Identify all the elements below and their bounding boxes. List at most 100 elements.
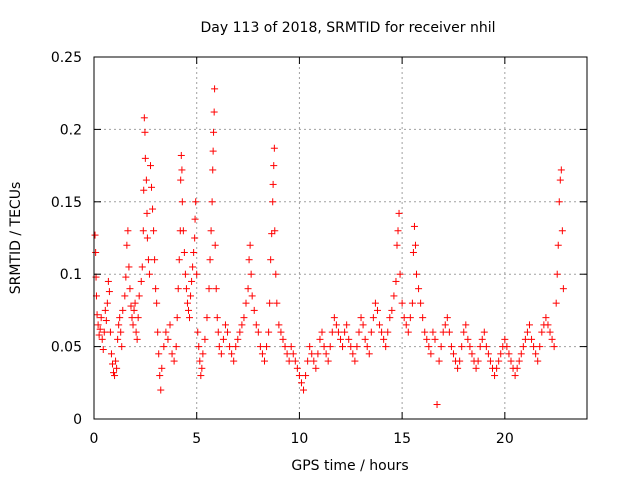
data-point xyxy=(143,234,151,242)
data-point xyxy=(341,328,349,336)
data-point xyxy=(530,343,538,351)
data-point xyxy=(371,299,379,307)
data-point xyxy=(525,321,533,329)
data-point xyxy=(275,321,283,329)
data-point xyxy=(388,306,396,314)
data-point xyxy=(355,328,363,336)
data-point xyxy=(219,335,227,343)
data-point xyxy=(322,350,330,358)
data-point xyxy=(464,335,472,343)
data-point xyxy=(310,357,318,365)
data-point xyxy=(248,292,256,300)
data-point xyxy=(187,292,195,300)
data-point xyxy=(556,176,564,184)
data-point xyxy=(472,364,480,372)
data-point xyxy=(466,343,474,351)
data-point xyxy=(99,345,107,353)
data-point xyxy=(339,343,347,351)
data-point xyxy=(558,227,566,235)
data-point xyxy=(199,350,207,358)
x-tick-label: 5 xyxy=(192,431,201,447)
data-point xyxy=(511,372,519,380)
data-point xyxy=(178,166,186,174)
data-point xyxy=(189,263,197,271)
data-point xyxy=(439,328,447,336)
data-point xyxy=(254,328,262,336)
data-point xyxy=(328,328,336,336)
data-point xyxy=(130,306,138,314)
data-point xyxy=(532,350,540,358)
axis-ticks: 0 0.05 0.1 0.15 0.2 0.25 0 5 10 15 20 xyxy=(51,50,587,447)
data-point xyxy=(369,314,377,322)
data-point xyxy=(270,144,278,152)
data-point xyxy=(188,277,196,285)
data-point xyxy=(107,350,115,358)
data-point xyxy=(252,321,260,329)
data-point xyxy=(112,357,120,365)
data-point xyxy=(447,343,455,351)
data-point xyxy=(421,328,429,336)
data-point xyxy=(458,343,466,351)
y-axis-label: SRMTID / TECUs xyxy=(8,182,24,295)
data-point xyxy=(393,241,401,249)
data-point xyxy=(138,263,146,271)
data-point xyxy=(238,321,246,329)
data-point xyxy=(133,335,141,343)
data-point xyxy=(143,209,151,217)
data-point xyxy=(230,357,238,365)
data-point xyxy=(234,335,242,343)
data-point xyxy=(178,198,186,206)
data-point xyxy=(515,357,523,365)
data-point xyxy=(557,166,565,174)
data-point xyxy=(125,263,133,271)
data-point xyxy=(103,299,111,307)
data-point xyxy=(247,270,255,278)
data-point xyxy=(542,314,550,322)
data-point xyxy=(245,256,253,264)
data-point xyxy=(119,306,127,314)
data-point xyxy=(210,128,218,136)
data-point xyxy=(359,321,367,329)
data-point xyxy=(246,241,254,249)
data-point xyxy=(269,198,277,206)
data-point xyxy=(186,314,194,322)
data-point xyxy=(503,343,511,351)
data-point xyxy=(95,331,103,339)
data-point xyxy=(314,350,322,358)
data-point xyxy=(244,285,252,293)
data-point xyxy=(300,386,308,394)
data-point xyxy=(351,357,359,365)
data-point xyxy=(361,335,369,343)
data-point xyxy=(106,328,114,336)
data-point xyxy=(345,335,353,343)
data-point xyxy=(141,128,149,136)
data-point xyxy=(443,314,451,322)
data-point xyxy=(164,335,172,343)
data-point xyxy=(117,328,125,336)
data-point xyxy=(437,343,445,351)
data-point xyxy=(110,369,118,377)
data-point xyxy=(378,328,386,336)
data-point xyxy=(435,357,443,365)
data-point xyxy=(460,328,468,336)
data-point xyxy=(394,227,402,235)
data-point xyxy=(127,302,135,310)
data-point xyxy=(215,343,223,351)
data-point xyxy=(456,357,464,365)
data-point xyxy=(505,350,513,358)
data-point xyxy=(137,277,145,285)
data-point xyxy=(152,285,160,293)
data-point xyxy=(102,317,110,325)
data-point xyxy=(318,328,326,336)
data-point xyxy=(376,321,384,329)
data-point xyxy=(98,335,106,343)
data-point xyxy=(382,343,390,351)
data-point xyxy=(123,241,131,249)
data-point xyxy=(206,256,214,264)
data-point xyxy=(154,328,162,336)
data-point xyxy=(132,328,140,336)
data-point xyxy=(555,198,563,206)
data-point xyxy=(484,350,492,358)
data-point xyxy=(209,166,217,174)
